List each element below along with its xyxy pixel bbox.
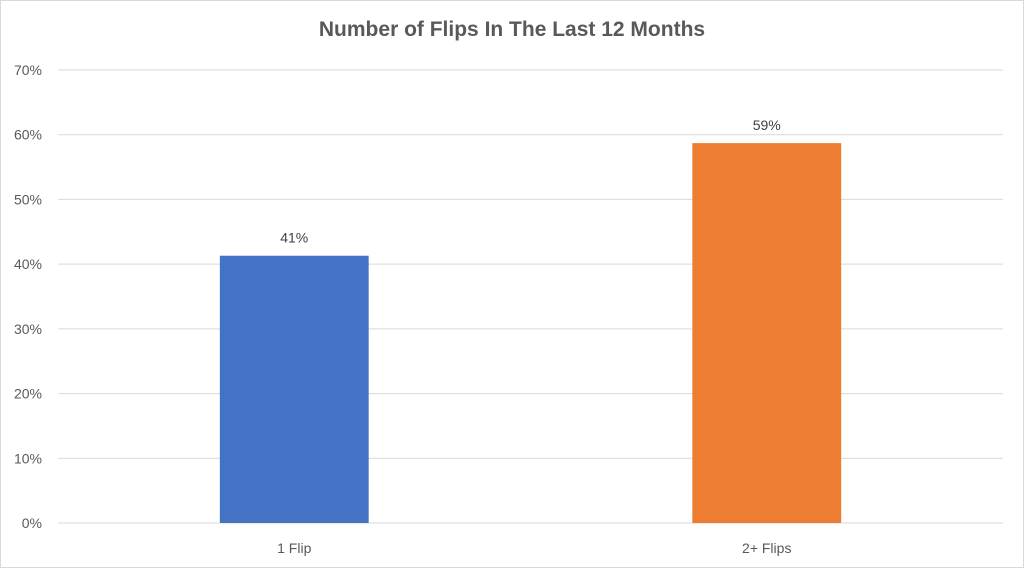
y-tick-label: 10% (14, 450, 42, 466)
y-axis-ticks: 0% 10% 20% 30% 40% 50% 60% 70% (14, 62, 42, 531)
y-tick-label: 20% (14, 386, 42, 402)
y-tick-label: 30% (14, 321, 42, 337)
y-tick-label: 0% (22, 515, 42, 531)
bar-1 (219, 255, 369, 524)
x-axis-ticks: 1 Flip 2+ Flips (277, 540, 791, 556)
gridlines (58, 69, 1003, 524)
y-tick-label: 40% (14, 256, 42, 272)
y-tick-label: 70% (14, 62, 42, 78)
bar-2 (692, 143, 842, 523)
y-tick-label: 60% (14, 127, 42, 143)
data-label: 59% (753, 117, 781, 133)
data-labels: 41% 59% (280, 117, 781, 246)
bars (219, 143, 842, 524)
x-tick-label: 1 Flip (277, 540, 311, 556)
chart-title: Number of Flips In The Last 12 Months (318, 18, 706, 41)
data-label: 41% (280, 230, 308, 246)
x-tick-label: 2+ Flips (742, 540, 791, 556)
y-tick-label: 50% (14, 191, 42, 207)
